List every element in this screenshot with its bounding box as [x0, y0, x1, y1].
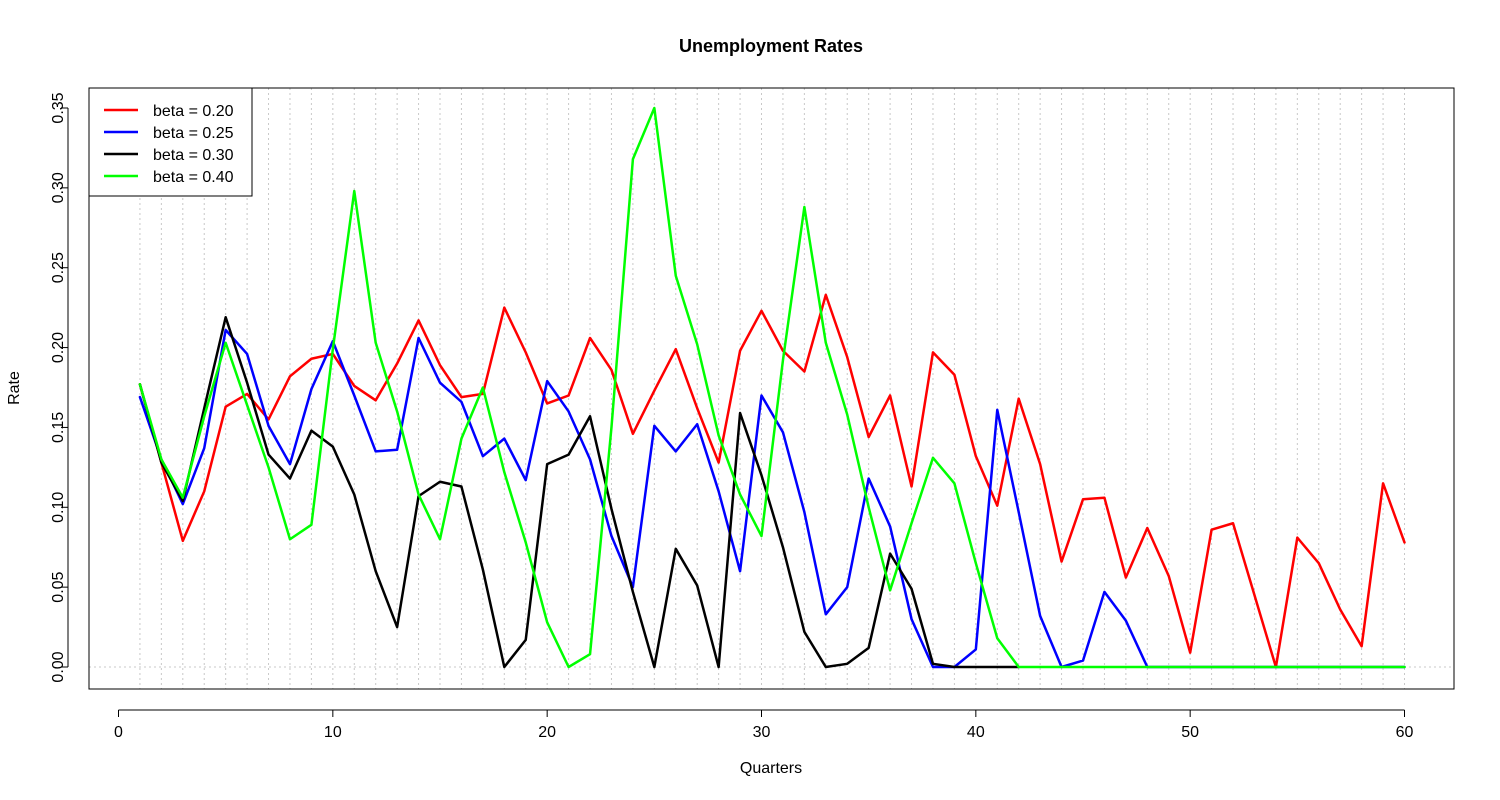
series-lines: [138, 106, 1406, 669]
legend-label: beta = 0.20: [153, 103, 234, 120]
y-tick-label: 0.20: [50, 332, 67, 363]
series-line-1: [138, 293, 1406, 669]
chart-title: Unemployment Rates: [679, 36, 863, 56]
x-tick-label: 20: [538, 724, 556, 741]
y-tick-label: 0.15: [50, 412, 67, 443]
y-axis: 0.00 0.05 0.10 0.15 0.20 0.25 0.30 0.35: [50, 92, 69, 683]
x-tick-label: 10: [324, 724, 342, 741]
y-tick-label: 0.10: [50, 492, 67, 523]
y-tick-label: 0.25: [50, 252, 67, 283]
grid-lines: [89, 88, 1454, 689]
y-tick-label: 0.05: [50, 571, 67, 602]
x-tick-label: 0: [114, 724, 123, 741]
x-tick-label: 30: [753, 724, 771, 741]
x-axis-label: Quarters: [740, 760, 802, 777]
series-line-3: [138, 315, 1020, 669]
plot-frame: [88, 87, 1455, 690]
legend-box: [88, 87, 253, 197]
y-axis-label: Rate: [6, 371, 23, 405]
legend-label: beta = 0.25: [153, 125, 234, 142]
y-tick-label: 0.00: [50, 651, 67, 682]
x-tick-label: 50: [1181, 724, 1199, 741]
legend: beta = 0.20 beta = 0.25 beta = 0.30 beta = …: [88, 87, 253, 197]
legend-label: beta = 0.30: [153, 147, 234, 164]
x-axis: 0 10 20 30 40 50 60: [114, 709, 1414, 741]
x-tick-label: 40: [967, 724, 985, 741]
x-tick-label: 60: [1396, 724, 1414, 741]
series-line-4: [138, 106, 1406, 669]
legend-label: beta = 0.40: [153, 169, 234, 186]
y-tick-label: 0.35: [50, 92, 67, 123]
y-tick-label: 0.30: [50, 172, 67, 203]
